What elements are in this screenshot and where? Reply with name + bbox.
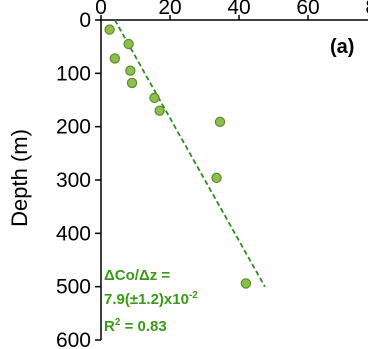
y-tick-label-0: 0 — [79, 9, 91, 32]
data-point-6 — [149, 92, 160, 104]
x-tick-label-20: 20 — [158, 0, 181, 19]
x-tick-labels: 0 20 40 60 80 — [95, 0, 368, 20]
r-squared-symbol: R — [104, 318, 115, 335]
trendline — [114, 19, 266, 288]
y-tick-label-600: 600 — [56, 329, 91, 349]
data-point-5 — [126, 77, 138, 89]
y-tick-label-100: 100 — [56, 62, 91, 85]
x-tick-label-80: 80 — [365, 0, 368, 19]
trendline-group — [114, 19, 266, 288]
data-point-4 — [125, 65, 136, 76]
data-point-1 — [104, 24, 115, 35]
x-tick-label-0: 0 — [95, 0, 107, 19]
slope-formula: ΔCo/Δz = — [104, 267, 170, 284]
data-point-8 — [214, 116, 226, 128]
y-tick-label-500: 500 — [56, 276, 91, 299]
y-axis-title: Depth (m) — [7, 129, 32, 227]
r-squared-value: = 0.83 — [120, 318, 166, 335]
r-squared-annotation: R2 = 0.83 — [104, 317, 167, 335]
data-points — [104, 24, 252, 289]
panel-label: (a) — [330, 36, 354, 58]
data-point-2 — [123, 38, 134, 50]
x-tick-label-40: 40 — [227, 0, 250, 19]
r-squared-exponent: 2 — [115, 317, 121, 328]
data-point-9 — [211, 172, 222, 184]
data-point-10 — [240, 278, 252, 289]
y-tick-label-200: 200 — [56, 116, 91, 139]
y-tick-labels: 0 100 200 300 400 500 600 — [56, 9, 101, 349]
x-tick-label-60: 60 — [296, 0, 319, 19]
y-tick-label-300: 300 — [56, 169, 91, 192]
slope-exponent: -2 — [189, 290, 198, 301]
slope-annotation-line-2: 7.9(±1.2)x10-2 — [104, 290, 198, 308]
slope-annotation-line-1: ΔCo/Δz = — [104, 267, 170, 284]
slope-value: 7.9(±1.2)x10 — [104, 291, 189, 308]
y-tick-label-400: 400 — [56, 222, 91, 245]
data-point-7 — [154, 105, 165, 116]
data-point-3 — [109, 53, 121, 64]
